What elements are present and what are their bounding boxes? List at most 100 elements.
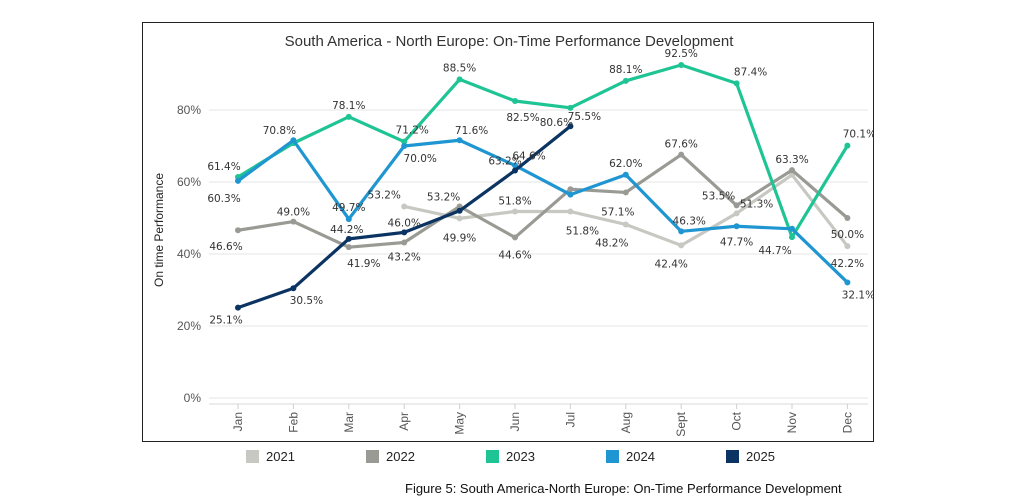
x-tick-label-Nov: Nov [785,412,799,433]
series-line-2024 [236,138,850,285]
legend-swatch-2021 [246,449,259,463]
data-label-2024-Apr: 70.0% [404,153,437,165]
point-2022-Mar [345,244,352,251]
point-2022-Aug [622,189,629,196]
point-2021-May [456,215,463,222]
chart-frame: South America - North Europe: On-Time Pe… [142,22,874,442]
point-2022-Apr [401,239,408,246]
x-tick-label-Mar: Mar [342,412,356,433]
point-2024-Sept [678,228,685,235]
figure-caption: Figure 5: South America-North Europe: On… [405,481,842,496]
point-2022-Feb [290,218,297,225]
data-label-2021-Apr: 53.2% [368,189,401,201]
legend-label-2024: 2024 [626,448,655,464]
legend-label-2021: 2021 [266,448,295,464]
point-2021-Aug [622,221,629,228]
data-label-2022-Oct: 53.5% [702,190,735,202]
data-label-2024-Aug: 62.0% [609,158,642,170]
data-label-2022-Aug: 57.1% [601,206,634,218]
point-2023-Mar [345,113,352,120]
point-2022-Jan [235,227,241,234]
data-label-2023-Jul: 80.6% [540,117,573,129]
legend-item-2025[interactable]: 2025 [726,448,775,464]
point-2022-Nov [789,167,795,174]
data-label-2023-Jan: 61.4% [207,161,240,173]
data-label-2024-Jan: 60.3% [207,193,240,205]
point-2023-Oct [733,80,740,87]
legend-label-2023: 2023 [506,448,535,464]
data-label-2022-Jun: 44.6% [498,249,531,261]
series-2025 [235,123,574,311]
point-2021-Dec [844,243,851,250]
data-label-2025-Jun: 63.2% [488,155,521,167]
x-tick-label-Oct: Oct [730,411,744,430]
point-2024-Oct [733,223,740,230]
data-label-2025-Mar: 44.2% [330,224,363,236]
data-label-2024-Dec: 32.1% [842,289,873,301]
legend-item-2024[interactable]: 2024 [606,448,655,464]
data-label-2022-Feb: 49.0% [277,207,310,219]
point-2024-Dec [844,279,851,286]
point-2023-Jul [567,104,574,111]
series-2024 [235,137,851,286]
legend-item-2021[interactable]: 2021 [246,448,295,464]
point-2022-Sept [678,151,685,158]
point-2023-Aug [622,77,629,84]
data-label-2024-Oct: 47.7% [720,236,753,248]
point-2024-Feb [290,137,297,144]
point-2025-Feb [290,285,297,292]
data-label-2022-Sept: 67.6% [665,139,698,151]
x-tick-label-Jan: Jan [231,412,245,431]
gridlines [209,109,868,405]
data-label-2021-Oct: 51.3% [740,198,773,210]
data-label-2023-Jun: 82.5% [506,112,539,124]
data-label-2025-Feb: 30.5% [290,295,323,307]
legend-label-2025: 2025 [746,448,775,464]
data-label-2022-Apr: 43.2% [388,251,421,263]
x-tick-label-Jun: Jun [508,412,522,431]
data-label-2023-Aug: 88.1% [609,64,642,76]
series-line-2022 [236,153,850,249]
x-tick-label-Aug: Aug [619,412,633,433]
data-label-2023-Sept: 92.5% [665,48,698,60]
data-label-2025-Jan: 25.1% [209,315,242,327]
point-2025-Jan [235,304,241,311]
point-2021-Jul [567,208,574,215]
point-2025-May [456,207,463,214]
point-2024-Mar [345,216,352,223]
legend-item-2022[interactable]: 2022 [366,448,415,464]
data-label-2024-Mar: 49.7% [332,202,365,214]
data-label-2021-Aug: 48.2% [595,237,628,249]
point-2023-Apr [401,138,408,145]
series-line-2023 [236,63,850,239]
point-2024-Apr [401,143,408,149]
legend-swatch-2023 [486,449,499,463]
point-2022-Jul [567,186,574,193]
y-tick-label-80: 80% [177,103,201,117]
point-2024-Nov [789,225,795,232]
data-label-2023-Apr: 71.2% [396,125,429,137]
line-chart: South America - North Europe: On-Time Pe… [152,33,873,437]
data-label-2025-Jul: 75.5% [568,111,601,123]
data-label-2023-Oct: 87.4% [734,66,767,78]
data-label-2024-May: 71.6% [455,125,488,137]
legend-swatch-2022 [366,449,379,463]
legend-swatch-2025 [726,449,739,463]
y-tick-label-0: 0% [184,391,202,405]
point-2024-May [456,137,463,144]
legend-label-2022: 2022 [386,448,415,464]
data-label-2025-Apr: 46.0% [388,217,421,229]
x-tick-label-Dec: Dec [840,412,854,433]
data-label-2022-Jan: 46.6% [209,241,242,253]
point-2024-Jul [567,191,574,198]
x-tick-label-May: May [453,412,467,435]
data-label-2022-May: 53.2% [427,191,460,203]
point-2022-Dec [844,215,851,221]
data-label-2023-May: 88.5% [443,62,476,74]
point-2021-Sept [678,242,685,249]
legend-item-2023[interactable]: 2023 [486,448,535,464]
point-2024-Jan [235,177,241,184]
data-label-2021-May: 49.9% [443,232,476,244]
point-2025-Mar [345,235,352,242]
data-label-2022-Mar: 41.9% [347,258,380,270]
